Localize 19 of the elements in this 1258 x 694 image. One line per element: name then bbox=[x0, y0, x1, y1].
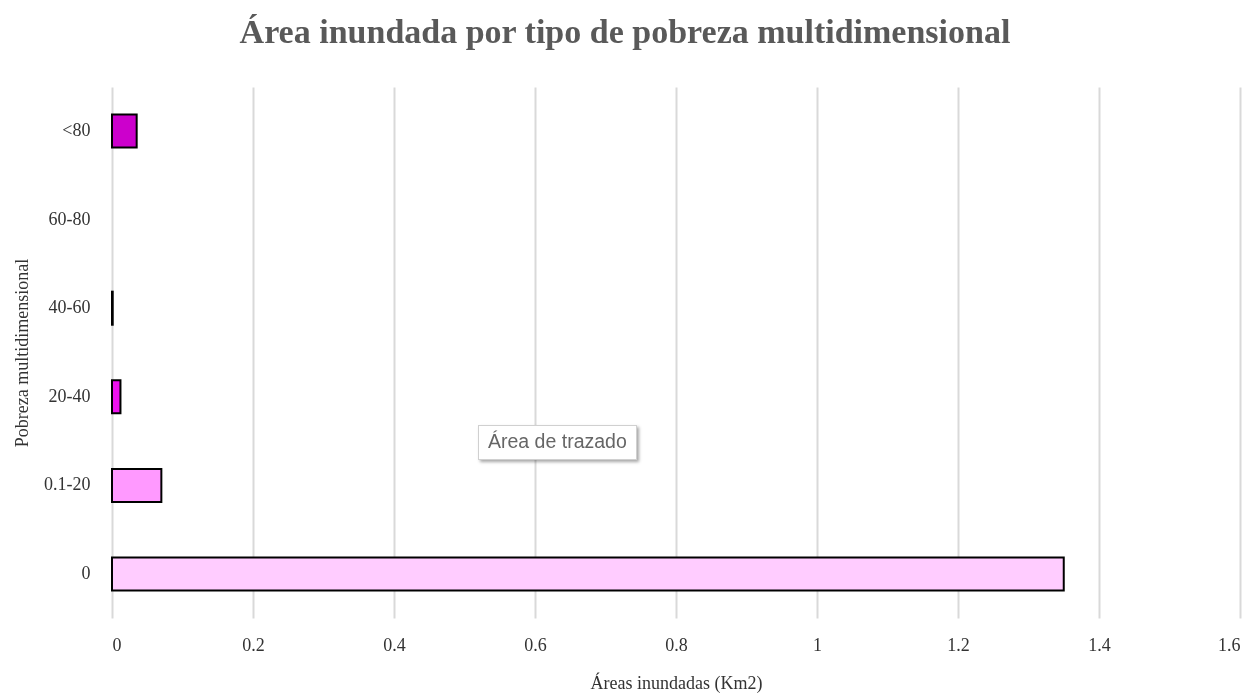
y-tick-label: 60-80 bbox=[48, 208, 91, 229]
x-tick-label: 1.2 bbox=[947, 634, 970, 655]
y-tick-label: <80 bbox=[62, 119, 91, 140]
x-tick-label: 1 bbox=[813, 634, 822, 655]
y-tick-label: 0 bbox=[81, 563, 91, 584]
y-tick-label: 20-40 bbox=[48, 385, 91, 406]
tooltip: Área de trazado bbox=[478, 425, 637, 460]
x-tick-label: 0.6 bbox=[524, 634, 547, 655]
x-tick-label: 0.4 bbox=[383, 634, 406, 655]
x-tick-label: 1.6 bbox=[1218, 634, 1241, 655]
x-axis-title: Áreas inundadas (Km2) bbox=[590, 671, 763, 694]
x-tick-label: 1.4 bbox=[1088, 634, 1111, 655]
chart-title: Área inundada por tipo de pobreza multidimensional bbox=[239, 13, 1011, 50]
y-tick-label: 0.1-20 bbox=[44, 474, 91, 495]
x-tick-label: 0.2 bbox=[242, 634, 265, 655]
y-axis-title: Pobreza multidimensional bbox=[12, 258, 33, 448]
x-tick-label: 0 bbox=[112, 634, 122, 655]
x-tick-label: 0.8 bbox=[665, 634, 688, 655]
y-tick-label: 40-60 bbox=[48, 297, 91, 318]
